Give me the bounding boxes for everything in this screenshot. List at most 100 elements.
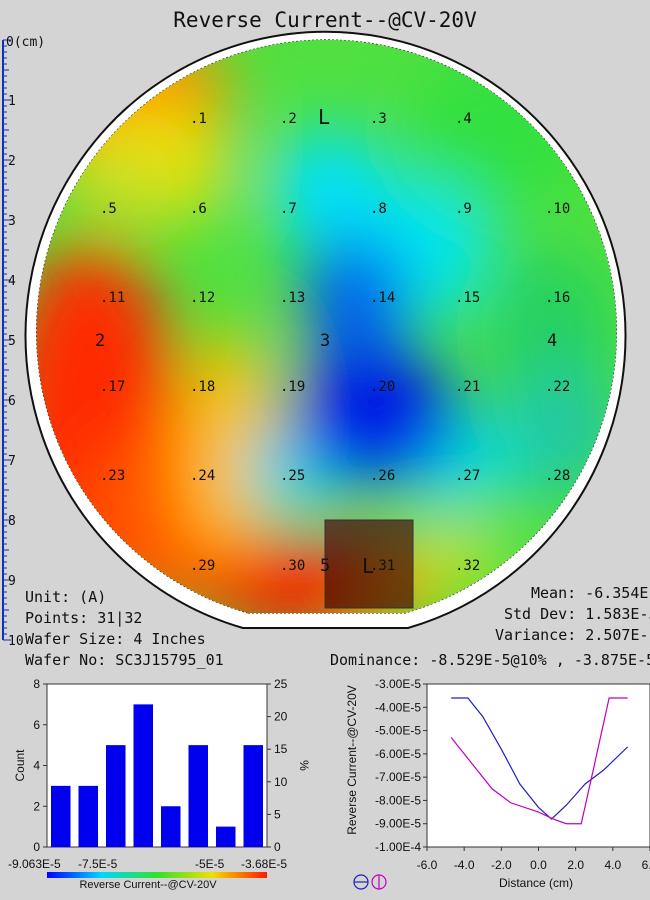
selection-box[interactable]: [324, 519, 414, 609]
site-label: .31: [370, 558, 395, 574]
ruler-label: 2: [8, 154, 16, 169]
site-label: .22: [545, 379, 570, 395]
site-label: .28: [545, 468, 570, 484]
profile-line-chart: -3.00E-5 -4.00E-5 -5.00E-5 -6.00E-5 -7.00E-5…: [345, 677, 650, 890]
x-tick-label: -6.0: [417, 858, 438, 872]
ruler-label: 3: [8, 214, 16, 229]
ruler-label: 5: [8, 334, 16, 349]
site-label: .20: [370, 379, 395, 395]
site-label: .27: [455, 468, 480, 484]
site-label: .6: [190, 201, 207, 217]
x-tick-label: -4.0: [454, 858, 475, 872]
colorbar: [47, 872, 267, 878]
x-tick-label: -3.68E-5: [241, 857, 287, 871]
site-label: .14: [370, 290, 395, 306]
site-label: .5: [100, 201, 117, 217]
y-tick-label: -7.00E-5: [375, 770, 421, 784]
y2-tick-label: 5: [274, 807, 281, 821]
notch-label-top: L: [318, 105, 330, 129]
site-label: .18: [190, 379, 215, 395]
site-label: .15: [455, 290, 480, 306]
y-tick-label: 4: [33, 759, 40, 773]
y-axis-label: Count: [13, 749, 27, 782]
site-label: .10: [545, 201, 570, 217]
site-label: .1: [190, 111, 207, 127]
points-label: Points: 31|32: [25, 609, 143, 627]
y-tick-label: -8.00E-5: [375, 793, 421, 807]
profile-plot-area: [426, 683, 650, 848]
y-tick-label: -6.00E-5: [375, 747, 421, 761]
y2-tick-label: 15: [274, 742, 288, 756]
site-label: .26: [370, 468, 395, 484]
x-tick-label: 2.0: [567, 858, 584, 872]
y2-tick-label: 20: [274, 710, 288, 724]
y-tick-label: -4.00E-5: [375, 700, 421, 714]
site-label: .24: [190, 468, 215, 484]
wafer-map: .1 .2 .3 .4 .5 .6 .7 .8 .9 .10 .11 .12 .13 .14 .15 .16.…: [2, 30, 627, 649]
y-tick-label: 8: [33, 677, 40, 691]
site-label: .13: [280, 290, 305, 306]
x-tick-label: 6.0: [642, 858, 650, 872]
dominance-label: Dominance: -8.529E-5@10% , -3.875E-5: [330, 651, 650, 669]
site-label: .12: [190, 290, 215, 306]
histogram-bar: [161, 806, 181, 847]
histogram-bar: [51, 785, 71, 847]
y2-tick-label: 10: [274, 775, 288, 789]
histogram-bar: [243, 745, 263, 847]
ruler-label: 1: [8, 94, 16, 109]
site-label: .21: [455, 379, 480, 395]
ruler-label: 7: [8, 454, 16, 469]
ruler-label: 9: [8, 574, 16, 589]
y-tick-label: 0: [33, 840, 40, 854]
wafer-no-label: Wafer No: SC3J15795_01: [25, 651, 224, 669]
region-label: 2: [95, 331, 105, 351]
std-dev-label: Std Dev: 1.583E-5: [504, 605, 650, 623]
site-label: .11: [100, 290, 125, 306]
site-label: .4: [455, 111, 472, 127]
x-tick-label: -7.5E-5: [78, 857, 118, 871]
site-label: .16: [545, 290, 570, 306]
y2-tick-label: 25: [274, 677, 288, 691]
site-label: .9: [455, 201, 472, 217]
chart-title: Reverse Current--@CV-20V: [173, 8, 477, 32]
region-label: 5: [320, 556, 330, 576]
y2-axis-label: %: [297, 760, 311, 771]
site-label: .7: [280, 201, 297, 217]
y-tick-label: -1.00E-4: [375, 840, 421, 854]
x-tick-label: -2.0: [491, 858, 512, 872]
notch-label-bottom: L: [362, 554, 374, 578]
x-axis-label: Distance (cm): [499, 876, 573, 890]
site-label: .17: [100, 379, 125, 395]
histogram-bar: [216, 826, 236, 847]
site-label: .3: [370, 111, 387, 127]
ruler-label: 6: [8, 394, 16, 409]
histogram-bar: [106, 745, 126, 847]
ruler-label: 4: [8, 274, 16, 289]
site-label: .29: [190, 558, 215, 574]
unit-label: Unit: (A): [25, 588, 107, 606]
variance-label: Variance: 2.507E-: [495, 626, 649, 644]
colorbar-label: Reverse Current--@CV-20V: [79, 879, 217, 891]
region-label: 4: [547, 331, 557, 351]
ruler-label: 10: [8, 634, 24, 649]
region-label: 3: [320, 331, 330, 351]
wafer-size-label: Wafer Size: 4 Inches: [25, 630, 206, 648]
ruler-label: 8: [8, 514, 16, 529]
site-label: .19: [280, 379, 305, 395]
site-label: .25: [280, 468, 305, 484]
site-label: .30: [280, 558, 305, 574]
histogram-bar: [78, 785, 98, 847]
site-label: .32: [455, 558, 480, 574]
y-tick-label: -5.00E-5: [375, 724, 421, 738]
y-tick-label: 2: [33, 799, 40, 813]
x-tick-label: -5E-5: [195, 857, 225, 871]
site-label: .2: [280, 111, 297, 127]
histogram-bar: [188, 745, 208, 847]
x-tick-label: -9.063E-5: [8, 857, 61, 871]
histogram-bar: [133, 704, 153, 847]
y-axis-label: Reverse Current--@CV-20V: [345, 685, 359, 835]
x-tick-label: 0.0: [530, 858, 547, 872]
left-ruler: 0(cm) 1 2 3 4 5 6 7 8 9 10: [2, 35, 45, 649]
histogram-chart: 0 2 4 6 8 0 5 10 15 20 25 Count % -9.063E-5 -7.5E-5 -5E…: [8, 677, 311, 891]
profile-series-line: [450, 697, 628, 825]
